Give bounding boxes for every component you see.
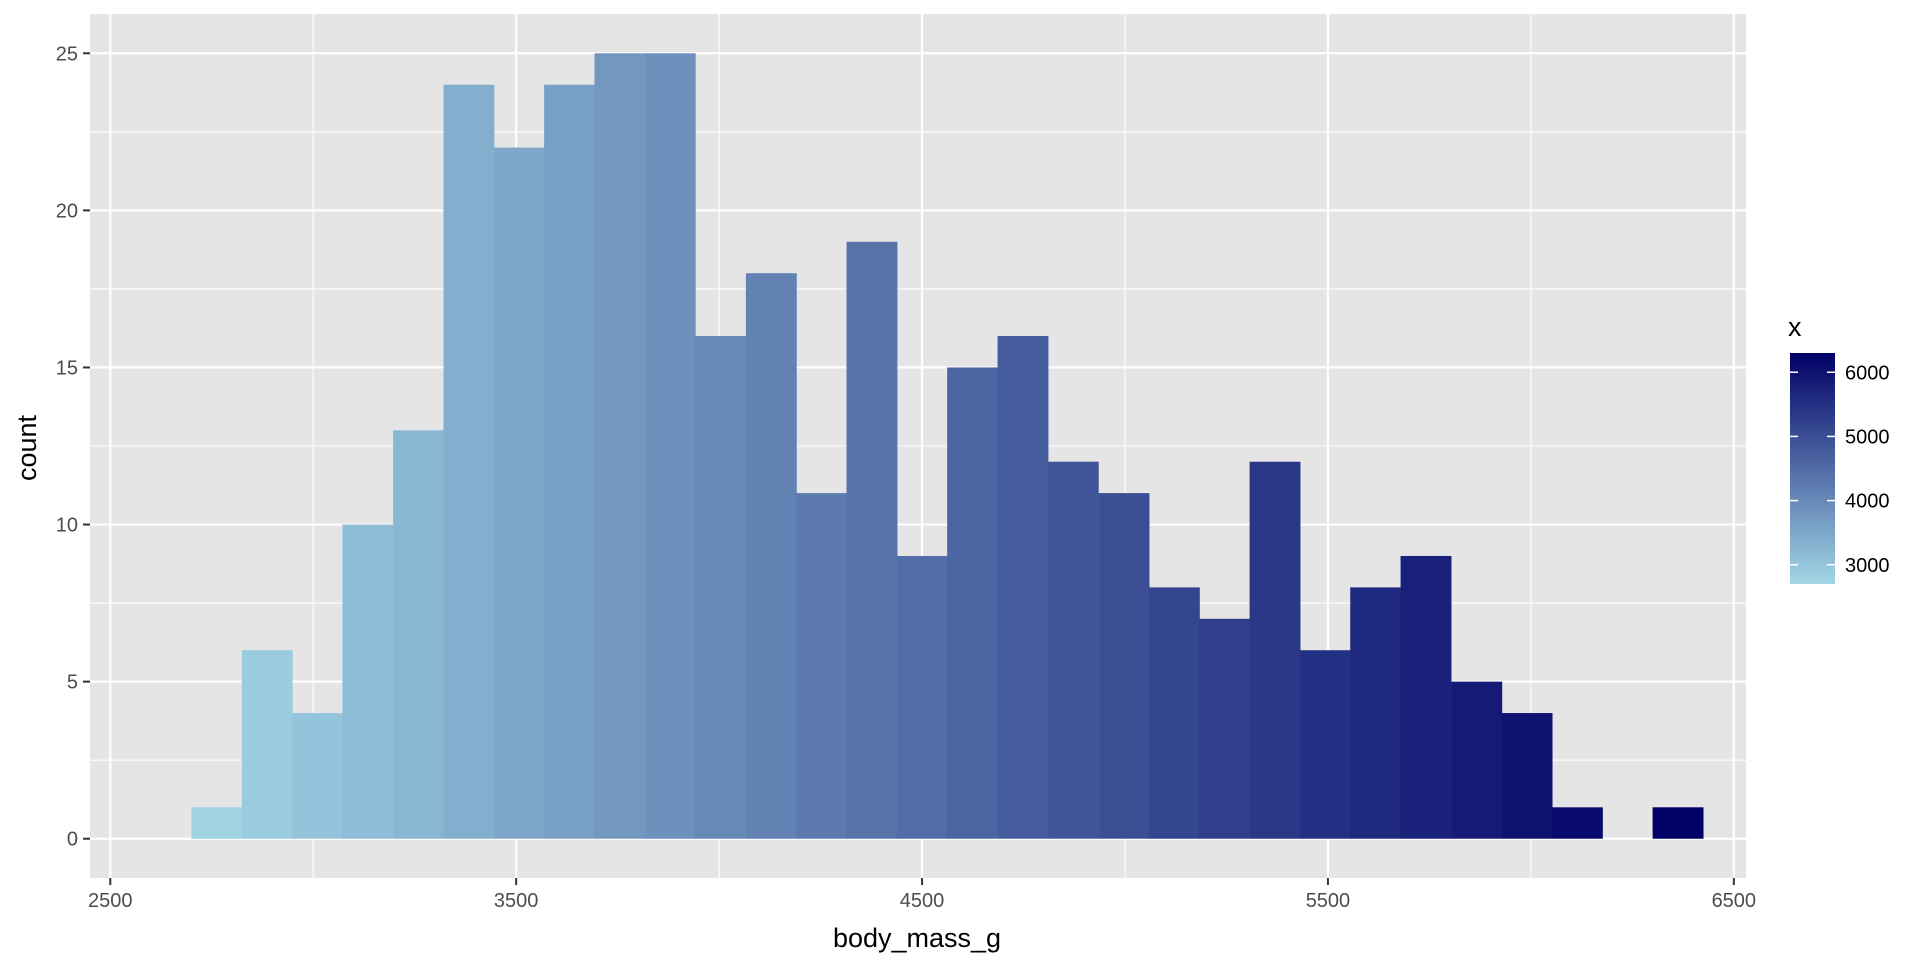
x-tick-label: 6500 xyxy=(1712,890,1757,912)
histogram-bar xyxy=(1400,555,1452,839)
histogram-bar xyxy=(191,807,243,839)
histogram-bar xyxy=(544,84,596,839)
y-tick-label: 5 xyxy=(67,672,78,694)
x-tick-label: 3500 xyxy=(494,890,539,912)
x-axis-tick-labels: 2500 3500 4500 5500 6500 xyxy=(88,890,1756,912)
histogram-bar xyxy=(896,555,948,839)
y-tick-label: 25 xyxy=(56,43,78,65)
legend-tick-label: 3000 xyxy=(1845,555,1890,577)
histogram-bar xyxy=(1551,807,1603,839)
histogram-bar xyxy=(1098,493,1150,839)
y-axis-title: count xyxy=(12,414,42,481)
y-tick-label: 15 xyxy=(56,357,78,379)
legend-ticks: 3000 4000 5000 6000 xyxy=(1790,362,1890,577)
histogram-bar xyxy=(1199,618,1251,839)
legend-tick-label: 6000 xyxy=(1845,362,1890,384)
histogram-bar xyxy=(1249,461,1301,839)
histogram-bar xyxy=(393,430,445,839)
axis-ticks xyxy=(83,52,1735,885)
histogram-bar xyxy=(846,241,898,839)
y-axis-tick-labels: 0 5 10 15 20 25 xyxy=(56,43,78,850)
y-tick-label: 20 xyxy=(56,200,78,222)
histogram-bar xyxy=(594,53,646,839)
y-tick-label: 0 xyxy=(67,829,78,851)
histogram-bar xyxy=(745,273,797,839)
histogram-bar xyxy=(997,336,1049,839)
histogram-bar xyxy=(1501,713,1553,839)
histogram-bar xyxy=(1350,587,1402,839)
histogram-bar xyxy=(1148,587,1200,839)
legend-colorbar xyxy=(1790,353,1835,584)
x-axis-title: body_mass_g xyxy=(833,923,1001,953)
histogram-bar xyxy=(241,650,293,839)
x-tick-label: 5500 xyxy=(1306,890,1351,912)
histogram-bar xyxy=(644,53,696,839)
histogram-bar xyxy=(1451,681,1503,839)
legend-tick-label: 4000 xyxy=(1845,491,1890,513)
histogram-bars xyxy=(191,53,1704,839)
histogram-bar xyxy=(292,713,343,839)
histogram-bar xyxy=(695,336,747,839)
histogram-bar xyxy=(1299,650,1351,839)
legend-tick-label: 5000 xyxy=(1845,426,1890,448)
histogram-bar xyxy=(796,493,848,839)
legend-title: x xyxy=(1788,312,1802,342)
x-tick-label: 2500 xyxy=(88,890,133,912)
histogram-bar xyxy=(947,367,999,839)
histogram-bar xyxy=(1652,807,1704,839)
y-tick-label: 10 xyxy=(56,515,78,537)
histogram-bar xyxy=(1047,461,1099,839)
color-legend: x 3000 4000 5000 6000 xyxy=(1788,312,1890,584)
histogram-bar xyxy=(493,147,545,839)
x-tick-label: 4500 xyxy=(900,890,945,912)
histogram-bar xyxy=(342,524,394,839)
histogram-bar xyxy=(443,84,495,839)
